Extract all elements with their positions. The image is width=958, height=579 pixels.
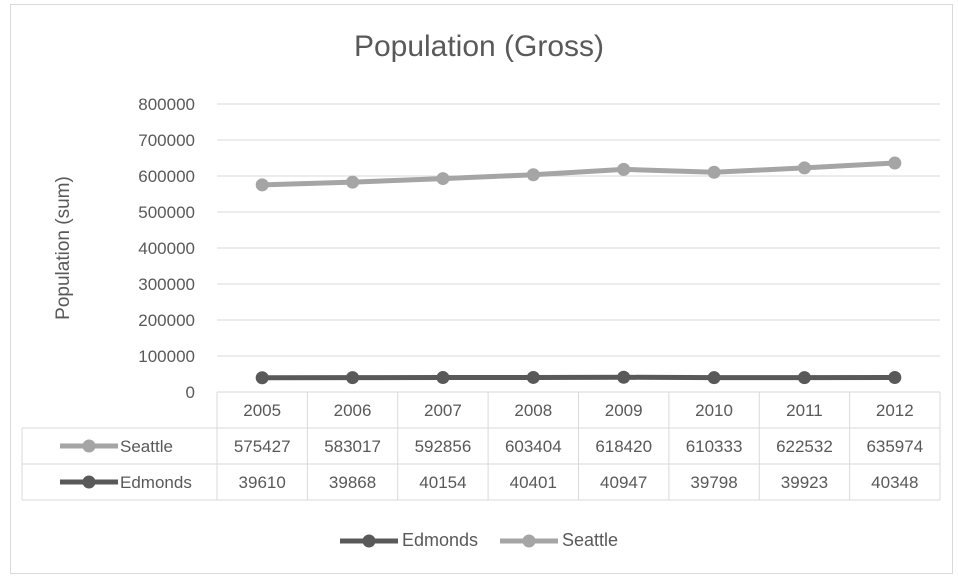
- data-point-seattle: [346, 175, 360, 189]
- data-table-value: 622532: [776, 437, 833, 456]
- x-tick-label: 2007: [424, 401, 462, 420]
- table-series-name: Edmonds: [120, 473, 192, 492]
- data-point-seattle: [436, 172, 450, 186]
- legend: Edmonds Seattle: [0, 530, 958, 551]
- table-series-key-marker: [82, 439, 96, 453]
- legend-key-icon: [500, 534, 558, 547]
- data-table: 2005 2006 2007 2008 2009 2010 2011 2012 Seattle 5…: [21, 391, 941, 501]
- data-table-value: 39798: [690, 473, 737, 492]
- data-table-value: 40348: [871, 473, 918, 492]
- data-table-value: 39923: [781, 473, 828, 492]
- series-lines: [255, 156, 902, 385]
- data-point-seattle: [526, 168, 540, 182]
- data-point-seattle: [797, 161, 811, 175]
- data-table-value: 39868: [329, 473, 376, 492]
- legend-key-marker: [522, 534, 536, 547]
- x-tick-label: 2011: [786, 401, 823, 420]
- y-tick-label: 100000: [138, 347, 195, 366]
- legend-label: Seattle: [562, 530, 619, 550]
- data-table-value: 610333: [686, 437, 743, 456]
- table-series-key-marker: [82, 475, 96, 489]
- data-point-seattle: [617, 162, 631, 176]
- y-tick-label: 400000: [138, 239, 195, 258]
- table-series-name: Seattle: [120, 437, 173, 456]
- legend-label: Edmonds: [401, 530, 478, 550]
- data-table-value: 618420: [595, 437, 652, 456]
- gridlines: [217, 103, 940, 357]
- legend-key-marker: [362, 534, 376, 547]
- data-table-value: 592856: [415, 437, 472, 456]
- chart-title: Population (Gross): [353, 30, 605, 63]
- data-table-value: 583017: [324, 437, 381, 456]
- data-point-edmonds: [436, 371, 450, 385]
- data-point-edmonds: [707, 371, 721, 385]
- data-table-value: 40154: [419, 473, 466, 492]
- x-tick-label: 2005: [243, 401, 281, 420]
- data-point-seattle: [255, 178, 269, 192]
- legend-key-icon: [339, 534, 398, 547]
- chart-frame: [10, 4, 953, 574]
- y-tick-labels: 0 100000 200000 300000 400000 500000 600000 700…: [138, 95, 195, 402]
- legend-item-edmonds: Edmonds: [339, 530, 478, 551]
- data-point-edmonds: [797, 371, 811, 385]
- data-point-edmonds: [346, 371, 360, 385]
- series-line-seattle: [259, 160, 898, 188]
- data-point-edmonds: [888, 370, 902, 384]
- x-tick-label: 2008: [514, 401, 552, 420]
- data-point-edmonds: [526, 370, 540, 384]
- data-table-value: 575427: [234, 437, 291, 456]
- y-tick-label: 700000: [138, 131, 195, 150]
- y-tick-label: 800000: [138, 95, 195, 114]
- data-point-seattle: [707, 165, 721, 179]
- data-point-seattle: [888, 156, 902, 170]
- data-table-value: 40947: [600, 473, 647, 492]
- data-table-value: 40401: [510, 473, 557, 492]
- legend-item-seattle: Seattle: [500, 530, 618, 551]
- x-tick-label: 2012: [876, 401, 914, 420]
- data-table-value: 635974: [866, 437, 923, 456]
- data-point-edmonds: [617, 370, 631, 384]
- x-tick-label: 2009: [605, 401, 643, 420]
- x-tick-label: 2010: [695, 401, 733, 420]
- data-table-value: 39610: [239, 473, 286, 492]
- y-tick-label: 500000: [138, 203, 195, 222]
- y-tick-label: 300000: [138, 275, 195, 294]
- data-table-value: 603404: [505, 437, 562, 456]
- y-tick-label: 0: [186, 383, 195, 402]
- y-tick-label: 200000: [138, 311, 195, 330]
- data-point-edmonds: [255, 371, 269, 385]
- x-tick-label: 2006: [334, 401, 372, 420]
- y-tick-label: 600000: [138, 167, 195, 186]
